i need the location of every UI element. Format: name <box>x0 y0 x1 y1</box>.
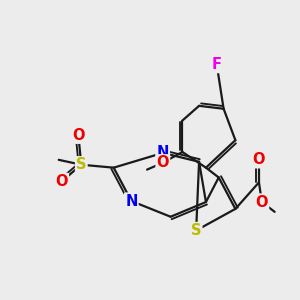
Text: F: F <box>212 57 222 72</box>
Text: N: N <box>157 146 169 160</box>
Text: O: O <box>157 155 169 170</box>
Text: S: S <box>76 157 86 172</box>
Text: O: O <box>72 128 85 143</box>
Text: O: O <box>253 152 265 167</box>
Text: N: N <box>125 194 137 208</box>
Text: O: O <box>56 174 68 189</box>
Text: S: S <box>191 223 201 238</box>
Text: O: O <box>256 194 268 209</box>
